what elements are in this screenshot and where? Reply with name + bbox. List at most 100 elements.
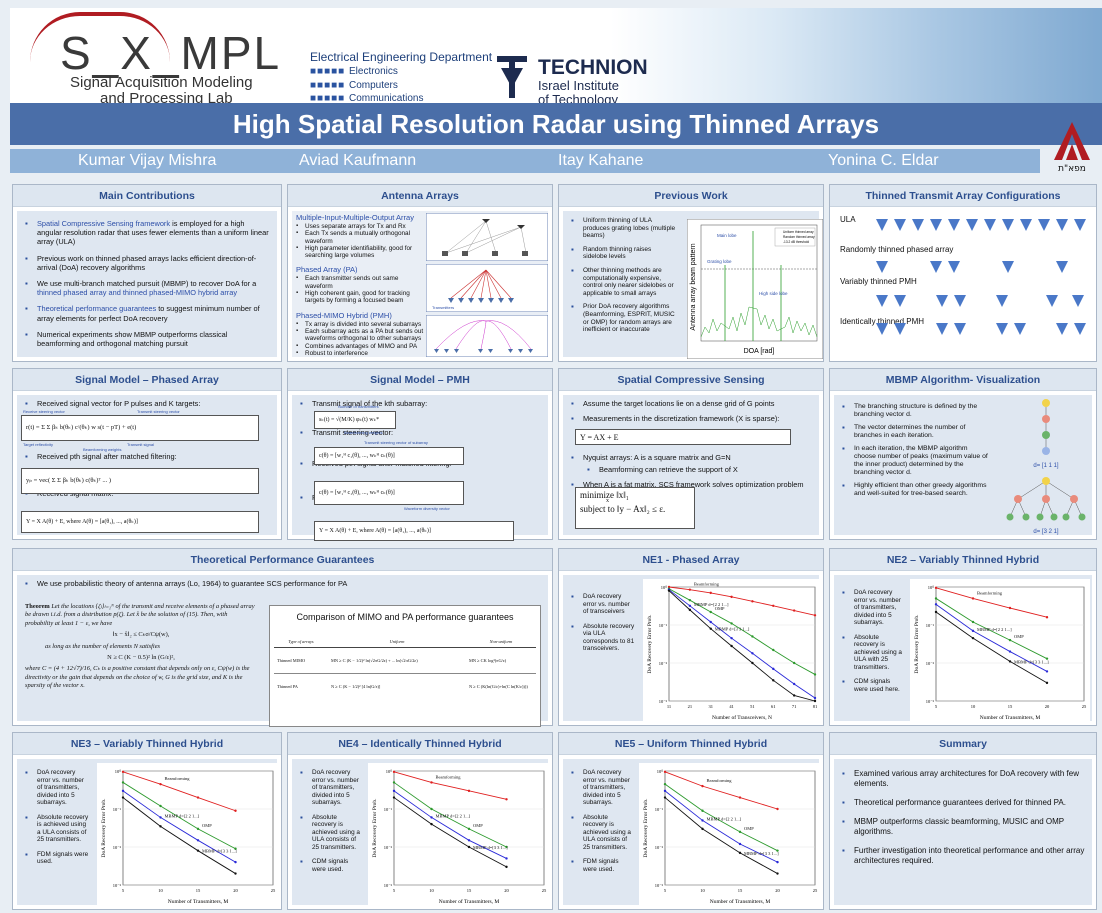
data-point (688, 604, 692, 608)
data-point (1008, 638, 1012, 642)
author-name: Yonina C. Eldar (828, 152, 939, 169)
data-point (688, 608, 692, 612)
list-item: Transmit steering vector: (300, 428, 542, 437)
ula-row (876, 219, 1086, 231)
x-tick-label: 31 (708, 704, 713, 709)
series-line (935, 587, 1048, 618)
list-item: High parameter identifiability, good for… (296, 245, 424, 260)
comparison-table: Type of arrays Uniform Non-uniform Thinn… (274, 636, 536, 699)
series-line (393, 790, 507, 859)
annotation: Beamforming weights (83, 447, 122, 452)
lab-logo: S_X_MPL (60, 27, 282, 79)
beam-pattern-figure: Antenna array beam pattern DOA [rad] Mai… (687, 219, 823, 359)
list-item: Absolute recovery is achieved using a UL… (842, 634, 904, 672)
contributions-list: Spatial Compressive Sensing framework is… (17, 211, 277, 348)
list-item: Random thinning raises sidelobe levels (571, 246, 677, 261)
data-point (667, 589, 671, 592)
plot-frame (935, 586, 1085, 702)
series-label: MBMP d=[2 2 1...] (165, 813, 200, 818)
x-tick-label: 20 (504, 888, 509, 893)
panel-title: NE4 – Identically Thinned Hybrid (288, 733, 552, 755)
series-label: MBMP d=[2 2 1...] (707, 816, 742, 821)
data-point (701, 819, 704, 822)
x-tick-label: 5 (122, 888, 125, 893)
data-point (392, 770, 396, 774)
list-item: MBMP outperforms classic beamforming, MU… (842, 817, 1086, 837)
data-point (738, 830, 742, 834)
series-line (122, 797, 236, 874)
series-label: OMP (715, 606, 725, 611)
mimo-diagram (426, 213, 548, 261)
data-point (772, 679, 775, 682)
data-point (730, 644, 733, 648)
data-point (196, 849, 200, 852)
series-label: MBMP d=[3 3 1...] (715, 627, 750, 632)
equation-box: Y = AX + E (575, 429, 791, 445)
data-point (392, 781, 396, 784)
data-point (730, 622, 733, 625)
y-tick-label: 10⁰ (661, 585, 668, 590)
data-point (709, 591, 712, 595)
data-point (663, 789, 667, 793)
data-point (196, 827, 200, 831)
data-point (738, 796, 742, 799)
y-tick-label: 10⁻¹ (926, 623, 935, 628)
y-tick-label: 10⁰ (115, 769, 122, 774)
x-axis-label: Number of Transceivers, N (712, 714, 772, 721)
list-item: DoA recovery error vs. number of transce… (571, 593, 635, 616)
ne5-panel: NE5 – Uniform Thinned Hybrid DoA recover… (558, 732, 824, 910)
header: S_X_MPL Signal Acquisition Modeling and … (10, 8, 1102, 103)
data-point (792, 694, 796, 697)
mbmp-tree-figure: d= [1 1 1] d= [3 2 1] (1006, 399, 1086, 535)
y-tick-label: 10⁰ (657, 769, 664, 774)
equation-box: Y = X A(θ) + E, where A(θ) = [a(θ₁), ...… (314, 521, 514, 541)
y-tick-label: 10⁻³ (113, 883, 122, 888)
series-line (393, 782, 507, 848)
ne3-chart: 10⁻³ 10⁻² 10⁻¹ 10⁰ 5 10 15 20 25 Number of Transm… (97, 763, 279, 907)
data-point (121, 789, 125, 793)
list-item: FDM signals were used. (25, 851, 89, 866)
comparison-table-box: Comparison of MIMO and PA performance gu… (269, 605, 541, 727)
series-label: Beamforming (977, 590, 1003, 595)
author-name: Aviad Kaufmann (299, 152, 417, 169)
list-item: Received pth signal after matched filter… (25, 452, 271, 461)
list-item: DoA recovery error vs. number of transmi… (25, 769, 89, 807)
author-name: Itay Kahane (558, 152, 644, 169)
data-point (792, 661, 796, 665)
dept-line: ■■■■■ Computers (310, 80, 398, 91)
ne5-chart: 10⁻³ 10⁻² 10⁻¹ 10⁰ 5 10 15 20 25 Number of Transm… (639, 763, 821, 907)
data-point (730, 595, 733, 599)
series-line (935, 603, 1048, 672)
technion-sub1: Israel Institute (538, 78, 619, 93)
data-point (505, 857, 508, 860)
department-name: Electrical Engineering Department (310, 50, 493, 64)
technion-sub2: of Technology (538, 92, 618, 103)
thinned-configs-panel: Thinned Transmit Array Configurations UL… (829, 184, 1097, 362)
list-item: The vector determines the number of bran… (842, 424, 988, 440)
y-tick-label: 10⁰ (928, 585, 935, 590)
list-item: Examined various array architectures for… (842, 769, 1086, 789)
data-point (751, 635, 754, 638)
data-point (663, 796, 667, 799)
data-point (776, 860, 779, 864)
x-tick-label: 15 (738, 888, 743, 893)
data-point (971, 629, 975, 633)
data-point (934, 603, 938, 606)
variably-thinned-row (876, 295, 1084, 307)
annotation: Transmit signal (127, 442, 154, 447)
x-tick-label: 10 (429, 888, 434, 893)
y-tick-label: 10⁻¹ (659, 623, 668, 628)
mbmp-panel: MBMP Algorithm- Visualization The branch… (829, 368, 1097, 540)
list-item: Absolute recovery is achieved using a UL… (300, 814, 362, 852)
config-label: Identically thinned PMH (840, 317, 925, 326)
author-bar: Kumar Vijay Mishra Aviad Kaufmann Itay K… (10, 149, 1040, 173)
rafael-text: מפא"ת (1058, 164, 1086, 174)
panel-title: Spatial Compressive Sensing (559, 369, 823, 391)
data-point (159, 782, 162, 786)
data-point (688, 598, 692, 602)
list-item: FDM signals were used. (571, 858, 633, 873)
list-item: Nyquist arrays: A is a square matrix and… (571, 453, 813, 462)
list-item: CDM signals were used. (300, 858, 362, 873)
panel-title: Previous Work (559, 185, 823, 207)
